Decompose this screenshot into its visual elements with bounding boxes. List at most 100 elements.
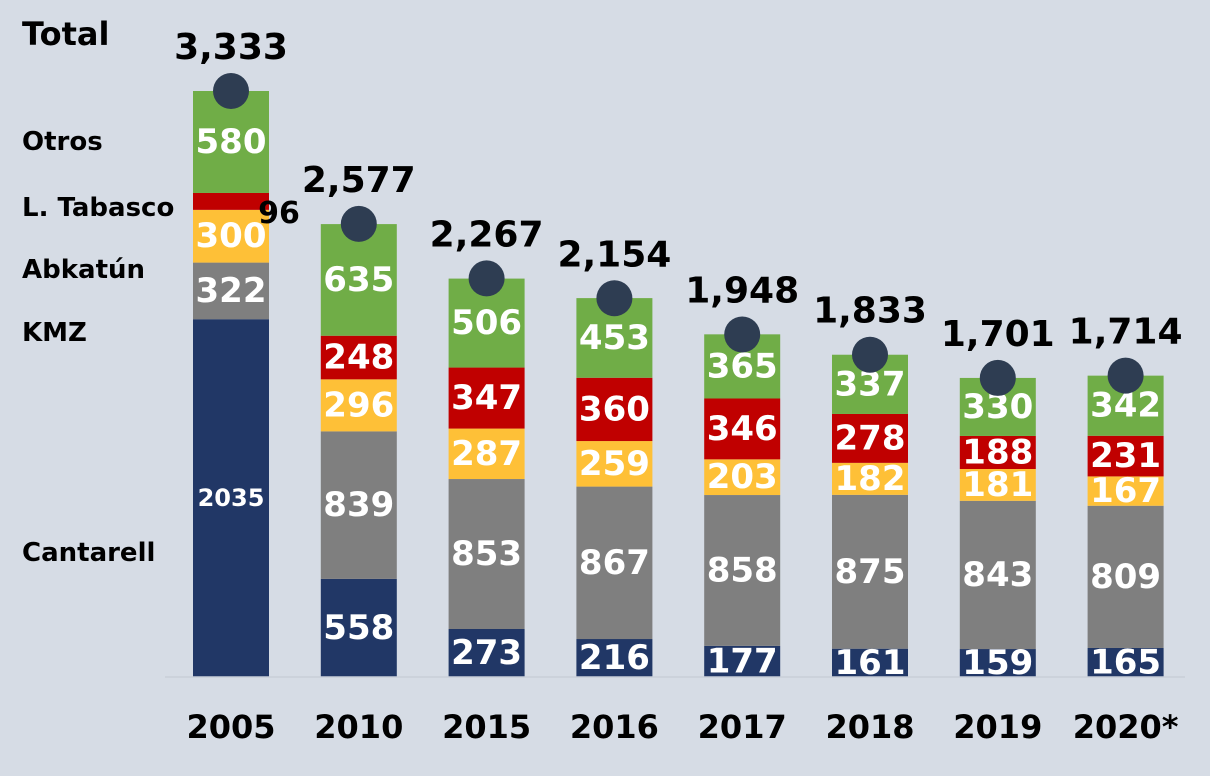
category-label-2010: 2010 [314,708,403,746]
legend-label-otros: Otros [22,127,103,157]
value-label-cantarell-2005: 2035 [198,484,265,512]
total-marker-2020 [1107,357,1144,394]
bar-l-tabasco-2016 [576,377,653,442]
legend-label-abkat-n: Abkatún [22,255,145,285]
value-label-otros-2005: 580 [196,122,267,162]
value-label-kmz-2018: 875 [835,552,906,592]
bar-cantarell-2005 [193,319,269,677]
bar-l-tabasco-2005 [193,192,269,210]
value-label-kmz-2016: 867 [579,543,650,583]
total-label-2019: 1,701 [941,314,1055,355]
total-marker-2017 [724,316,761,353]
bar-cantarell-2017 [704,645,781,677]
value-label-abkat-n-2019: 181 [962,465,1033,505]
value-label-kmz-2010: 839 [323,485,394,525]
bar-abkat-n-2017 [704,459,781,496]
bar-abkat-n-2020 [1087,476,1164,506]
value-label-l-tabasco-2005: 96 [258,196,300,231]
bar-abkat-n-2015 [448,428,525,480]
total-label-2016: 2,154 [557,234,671,275]
bar-abkat-n-2018 [832,462,908,495]
value-label-l-tabasco-2020: 231 [1090,436,1161,476]
legend-label-cantarell: Cantarell [22,538,155,568]
value-label-otros-2017: 365 [707,346,778,386]
total-marker-2010 [340,205,377,242]
total-marker-2015 [468,260,505,297]
legend-label-l-tabasco: L. Tabasco [22,193,174,223]
bar-kmz-2016 [576,486,653,640]
value-label-otros-2010: 635 [323,260,394,300]
value-label-abkat-n-2010: 296 [323,385,394,425]
value-label-l-tabasco-2017: 346 [707,409,778,449]
total-labels-layer: 3,333 2,577 2,267 2,154 1,948 1,833 1,701 1,714 [174,27,1182,355]
bar-abkat-n-2010 [320,379,397,432]
value-label-cantarell-2018: 161 [835,643,906,683]
value-label-cantarell-2015: 273 [451,633,522,673]
bar-l-tabasco-2018 [832,413,908,463]
bar-kmz-2015 [448,479,525,630]
legend-label-kmz: KMZ [22,318,87,348]
total-label-2017: 1,948 [685,271,799,312]
value-label-kmz-2017: 858 [707,550,778,590]
bar-l-tabasco-2010 [320,335,397,380]
total-marker-2016 [596,280,633,317]
total-label-2018: 1,833 [813,291,927,332]
value-label-kmz-2020: 809 [1090,557,1161,597]
bar-abkat-n-2005 [193,209,269,263]
value-label-otros-2015: 506 [451,303,522,343]
markers-layer [213,73,1144,396]
category-labels-layer: 2005 2010 2015 2016 2017 2018 2019 2020* [186,708,1178,746]
total-marker-2005 [213,73,249,109]
total-marker-2018 [852,336,888,373]
value-label-kmz-2015: 853 [451,534,522,574]
value-label-abkat-n-2016: 259 [579,444,650,484]
value-label-abkat-n-2015: 287 [451,434,522,474]
value-label-abkat-n-2020: 167 [1090,471,1161,511]
bar-kmz-2005 [193,262,269,320]
value-label-l-tabasco-2018: 278 [835,418,906,458]
bar-kmz-2020 [1087,505,1164,648]
bar-kmz-2010 [320,431,397,579]
bar-kmz-2018 [832,494,908,649]
value-label-cantarell-2020: 165 [1090,642,1161,682]
bar-cantarell-2019 [959,649,1036,677]
value-label-kmz-2019: 843 [962,555,1033,595]
bar-l-tabasco-2019 [959,435,1036,470]
category-label-2018: 2018 [825,708,914,746]
value-label-otros-2016: 453 [579,318,650,358]
bar-l-tabasco-2020 [1087,435,1164,477]
total-label-2015: 2,267 [430,214,544,255]
bar-cantarell-2010 [320,578,397,677]
value-label-cantarell-2016: 216 [579,638,650,678]
bar-kmz-2017 [704,495,781,646]
value-label-l-tabasco-2019: 188 [962,432,1033,472]
value-label-cantarell-2010: 558 [323,608,394,648]
total-label-2010: 2,577 [302,160,416,201]
bars-layer [193,91,1164,677]
bar-cantarell-2018 [832,648,908,677]
total-marker-2019 [979,359,1016,396]
bar-cantarell-2020 [1087,647,1164,677]
category-label-2019: 2019 [953,708,1042,746]
bar-cantarell-2016 [576,639,653,677]
bar-l-tabasco-2015 [448,367,525,429]
bar-kmz-2019 [959,500,1036,650]
bar-l-tabasco-2017 [704,398,781,460]
value-label-kmz-2005: 322 [196,271,267,311]
category-label-2017: 2017 [698,708,787,746]
bar-abkat-n-2019 [959,469,1036,501]
value-label-l-tabasco-2010: 248 [323,338,394,378]
total-label-2020: 1,714 [1069,312,1183,353]
bar-cantarell-2015 [448,629,525,677]
category-label-2020: 2020* [1073,708,1179,746]
bar-otros-2010 [320,224,397,336]
legend-label-total: Total [22,15,109,53]
value-label-abkat-n-2005: 300 [196,216,267,256]
bar-abkat-n-2016 [576,441,653,487]
value-label-cantarell-2017: 177 [707,641,778,681]
value-label-abkat-n-2018: 182 [835,459,906,499]
category-label-2016: 2016 [570,708,659,746]
value-label-l-tabasco-2015: 347 [451,378,522,418]
